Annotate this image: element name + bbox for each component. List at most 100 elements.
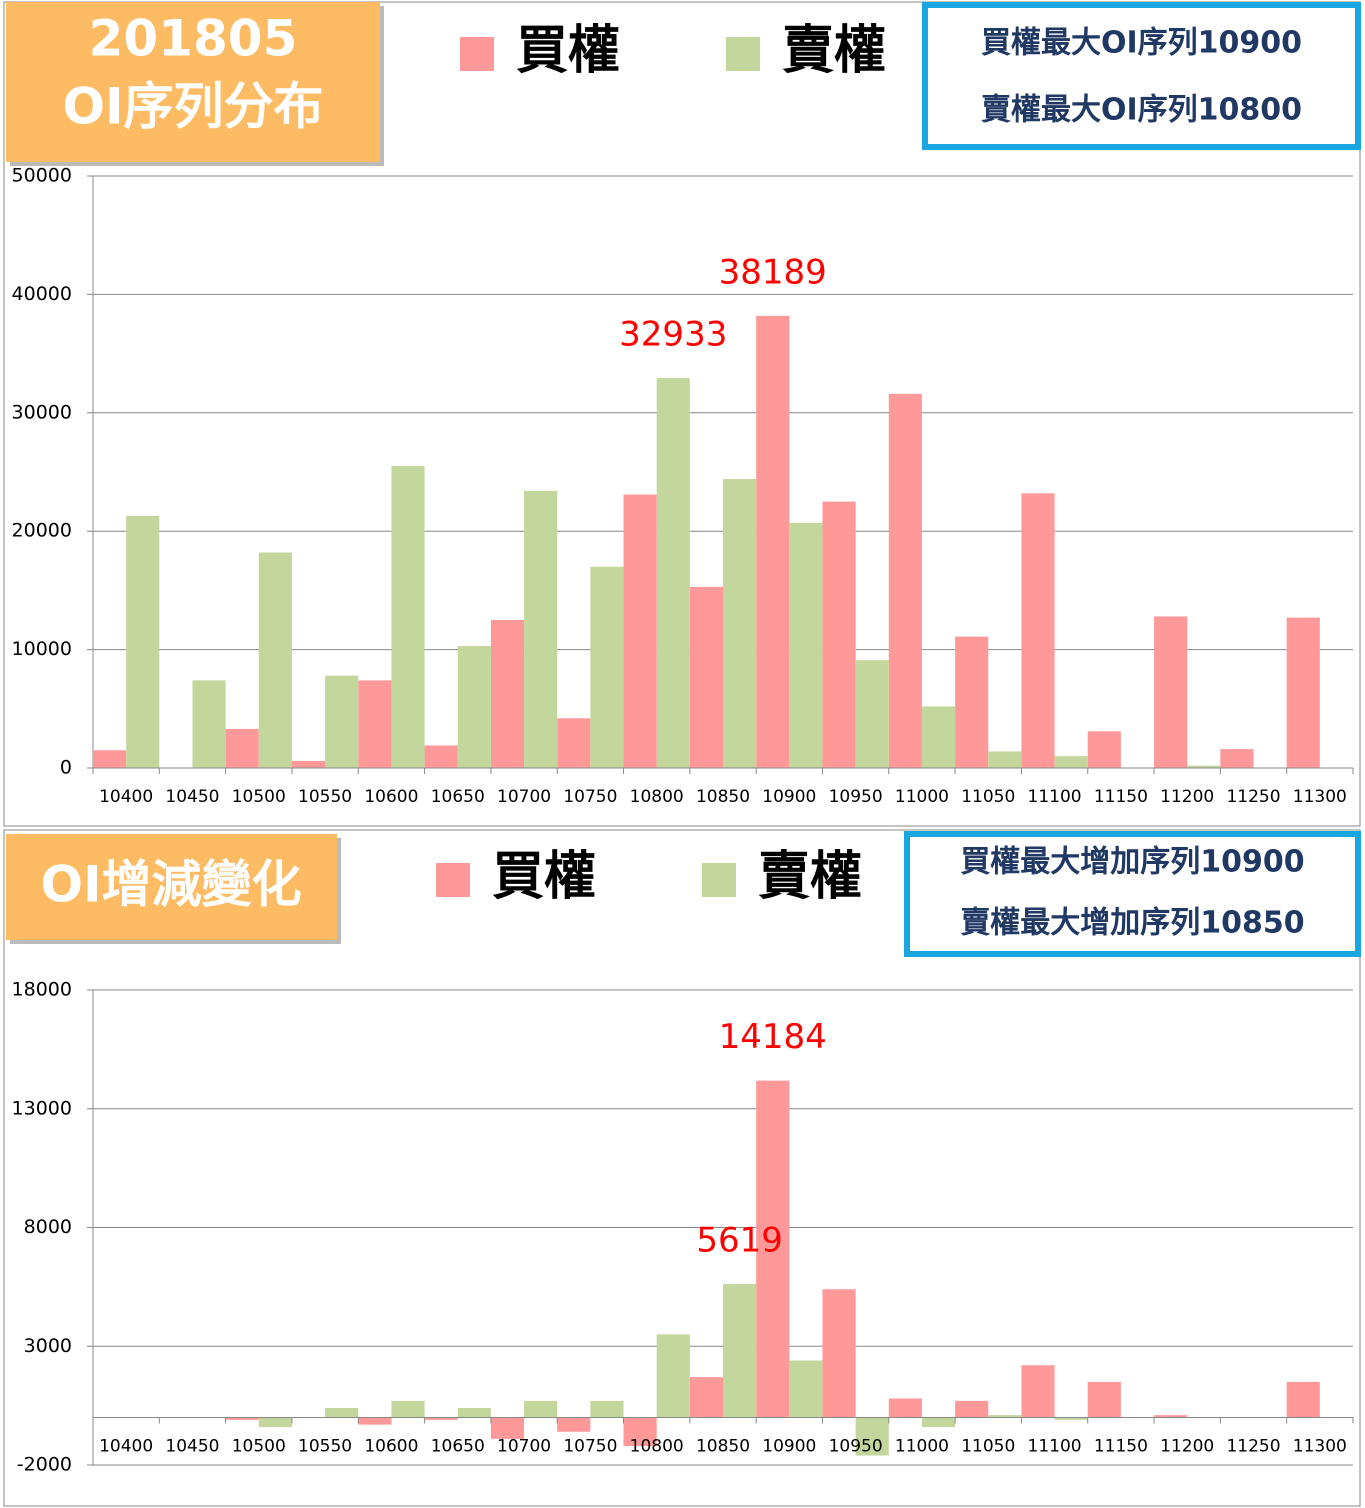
- x-tick-label: 11000: [895, 787, 949, 807]
- x-tick-label: 10950: [829, 1437, 883, 1457]
- annotation: 買權最大OI序列10900: [981, 26, 1302, 61]
- x-tick-label: 10400: [99, 787, 153, 807]
- y-tick-label: 0: [60, 757, 72, 779]
- chart-title: OI序列分布: [62, 78, 323, 136]
- y-tick-label: 40000: [12, 283, 72, 305]
- bar: [988, 751, 1022, 768]
- bar: [258, 1417, 292, 1427]
- legend-label: 賣權: [782, 21, 886, 81]
- x-tick-label: 11300: [1293, 1437, 1347, 1457]
- bar: [424, 745, 458, 768]
- bar: [1286, 617, 1320, 768]
- bar: [789, 522, 823, 768]
- chart-title: OI增減變化: [40, 856, 301, 914]
- bar: [490, 1417, 525, 1439]
- bar: [590, 1400, 624, 1418]
- x-tick-label: 10450: [165, 1437, 219, 1457]
- bar: [723, 1284, 757, 1418]
- chart-title: 201805: [89, 10, 298, 68]
- bar: [225, 728, 259, 768]
- y-tick-label: 30000: [12, 401, 72, 423]
- bar: [391, 466, 425, 768]
- bar: [358, 680, 392, 768]
- x-tick-label: 11250: [1226, 1437, 1280, 1457]
- annotation: 賣權最大OI序列10800: [981, 93, 1302, 128]
- bar: [656, 1334, 690, 1418]
- bar: [524, 1400, 558, 1418]
- annotation: 賣權最大增加序列10850: [960, 906, 1304, 941]
- bar: [1187, 765, 1221, 768]
- x-tick-label: 10850: [696, 1437, 750, 1457]
- x-tick-label: 10850: [696, 787, 750, 807]
- x-tick-label: 11150: [1094, 1437, 1148, 1457]
- bar: [358, 1417, 392, 1425]
- x-tick-label: 10900: [762, 1437, 816, 1457]
- bar: [955, 636, 989, 768]
- x-tick-label: 11150: [1094, 787, 1148, 807]
- x-tick-label: 10650: [431, 1437, 485, 1457]
- x-tick-label: 11200: [1160, 787, 1214, 807]
- legend-label: 買權: [492, 847, 596, 907]
- x-tick-label: 10750: [563, 1437, 617, 1457]
- bar: [225, 1417, 259, 1420]
- bar: [490, 620, 525, 768]
- bar: [689, 1377, 723, 1418]
- bar: [1054, 756, 1088, 768]
- x-tick-label: 10600: [364, 1437, 418, 1457]
- x-tick-label: 10500: [232, 1437, 286, 1457]
- bar: [689, 586, 723, 768]
- info-box: [904, 831, 1361, 957]
- bar: [623, 1417, 657, 1446]
- bar: [921, 706, 956, 768]
- x-tick-label: 10700: [497, 1437, 551, 1457]
- bar: [524, 490, 558, 768]
- annotation: 買權最大增加序列10900: [960, 845, 1304, 880]
- bar: [1286, 1381, 1320, 1418]
- x-tick-label: 11100: [1028, 787, 1082, 807]
- bar: [1154, 1415, 1188, 1418]
- x-tick-label: 11250: [1226, 787, 1280, 807]
- bar: [822, 1289, 856, 1418]
- bar: [325, 675, 359, 768]
- bar: [656, 378, 690, 768]
- y-tick-label: 13000: [12, 1097, 72, 1119]
- bar: [888, 393, 922, 768]
- legend-swatch: [726, 37, 760, 71]
- x-tick-label: 10400: [99, 1437, 153, 1457]
- y-tick-label: -2000: [17, 1454, 72, 1476]
- bar: [756, 1080, 790, 1418]
- x-tick-label: 10900: [762, 787, 816, 807]
- bar: [1087, 1381, 1121, 1418]
- y-tick-label: 10000: [12, 638, 72, 660]
- bar: [855, 660, 889, 768]
- bar: [291, 760, 326, 768]
- bar: [789, 1360, 823, 1418]
- y-tick-label: 50000: [12, 165, 72, 187]
- y-tick-label: 3000: [24, 1335, 72, 1357]
- x-tick-label: 11050: [961, 1437, 1015, 1457]
- bar: [1021, 1365, 1055, 1418]
- title-box: [6, 834, 337, 940]
- x-tick-label: 11300: [1293, 787, 1347, 807]
- legend-swatch: [702, 863, 736, 897]
- bar: [921, 1417, 956, 1427]
- x-tick-label: 10450: [165, 787, 219, 807]
- x-tick-label: 10950: [829, 787, 883, 807]
- bar: [192, 680, 226, 768]
- bar: [955, 1400, 989, 1418]
- data-label: 32933: [619, 315, 727, 355]
- bar: [822, 501, 856, 768]
- x-tick-label: 10550: [298, 1437, 352, 1457]
- x-tick-label: 10600: [364, 787, 418, 807]
- x-tick-label: 11050: [961, 787, 1015, 807]
- bar: [557, 1417, 591, 1432]
- x-tick-label: 11100: [1028, 1437, 1082, 1457]
- bar: [756, 315, 790, 768]
- bar: [723, 479, 757, 768]
- bar: [457, 1408, 491, 1418]
- bar: [424, 1417, 458, 1420]
- data-label: 38189: [719, 252, 827, 292]
- bar: [1220, 749, 1254, 768]
- x-tick-label: 10500: [232, 787, 286, 807]
- legend-label: 買權: [516, 21, 620, 81]
